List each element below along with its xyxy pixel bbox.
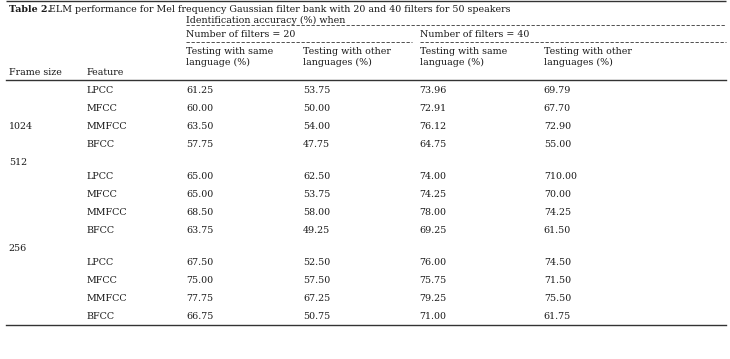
Text: 61.25: 61.25 (186, 86, 213, 95)
Text: 50.75: 50.75 (303, 312, 330, 321)
Text: Testing with other
languages (%): Testing with other languages (%) (544, 47, 631, 67)
Text: Testing with same
language (%): Testing with same language (%) (420, 47, 507, 67)
Text: 57.50: 57.50 (303, 276, 330, 285)
Text: 65.00: 65.00 (186, 172, 213, 181)
Text: 74.00: 74.00 (420, 172, 447, 181)
Text: 64.75: 64.75 (420, 140, 447, 149)
Text: 75.00: 75.00 (186, 276, 213, 285)
Text: 74.25: 74.25 (544, 208, 571, 217)
Text: BFCC: BFCC (86, 140, 115, 149)
Text: 58.00: 58.00 (303, 208, 330, 217)
Text: 57.75: 57.75 (186, 140, 213, 149)
Text: 65.00: 65.00 (186, 190, 213, 199)
Text: 50.00: 50.00 (303, 104, 330, 113)
Text: 66.75: 66.75 (186, 312, 214, 321)
Text: Frame size: Frame size (9, 68, 61, 77)
Text: 61.50: 61.50 (544, 226, 571, 235)
Text: 76.00: 76.00 (420, 258, 447, 267)
Text: 75.50: 75.50 (544, 294, 571, 303)
Text: 70.00: 70.00 (544, 190, 571, 199)
Text: 79.25: 79.25 (420, 294, 447, 303)
Text: 53.75: 53.75 (303, 86, 330, 95)
Text: Number of filters = 40: Number of filters = 40 (420, 30, 529, 39)
Text: Testing with other
languages (%): Testing with other languages (%) (303, 47, 391, 67)
Text: Table 2.: Table 2. (9, 5, 50, 14)
Text: MFCC: MFCC (86, 190, 117, 199)
Text: 74.50: 74.50 (544, 258, 571, 267)
Text: 49.25: 49.25 (303, 226, 330, 235)
Text: 63.50: 63.50 (186, 122, 214, 131)
Text: 73.96: 73.96 (420, 86, 447, 95)
Text: 69.25: 69.25 (420, 226, 447, 235)
Text: 72.91: 72.91 (420, 104, 447, 113)
Text: 77.75: 77.75 (186, 294, 213, 303)
Text: 52.50: 52.50 (303, 258, 330, 267)
Text: 69.79: 69.79 (544, 86, 572, 95)
Text: 47.75: 47.75 (303, 140, 330, 149)
Text: 256: 256 (9, 244, 27, 253)
Text: 63.75: 63.75 (186, 226, 214, 235)
Text: 68.50: 68.50 (186, 208, 213, 217)
Text: Feature: Feature (86, 68, 123, 77)
Text: 55.00: 55.00 (544, 140, 571, 149)
Text: LPCC: LPCC (86, 172, 113, 181)
Text: MMFCC: MMFCC (86, 294, 127, 303)
Text: 62.50: 62.50 (303, 172, 330, 181)
Text: 74.25: 74.25 (420, 190, 447, 199)
Text: MMFCC: MMFCC (86, 208, 127, 217)
Text: MFCC: MFCC (86, 276, 117, 285)
Text: BFCC: BFCC (86, 312, 115, 321)
Text: 67.50: 67.50 (186, 258, 213, 267)
Text: Identification accuracy (%) when: Identification accuracy (%) when (186, 16, 345, 25)
Text: 54.00: 54.00 (303, 122, 330, 131)
Text: LPCC: LPCC (86, 258, 113, 267)
Text: 1024: 1024 (9, 122, 33, 131)
Text: MMFCC: MMFCC (86, 122, 127, 131)
Text: 78.00: 78.00 (420, 208, 447, 217)
Text: 71.00: 71.00 (420, 312, 447, 321)
Text: ELM performance for Mel frequency Gaussian filter bank with 20 and 40 filters fo: ELM performance for Mel frequency Gaussi… (46, 5, 510, 14)
Text: 67.25: 67.25 (303, 294, 330, 303)
Text: 75.75: 75.75 (420, 276, 447, 285)
Text: 53.75: 53.75 (303, 190, 330, 199)
Text: 61.75: 61.75 (544, 312, 571, 321)
Text: 710.00: 710.00 (544, 172, 577, 181)
Text: 72.90: 72.90 (544, 122, 571, 131)
Text: 512: 512 (9, 158, 27, 167)
Text: LPCC: LPCC (86, 86, 113, 95)
Text: 71.50: 71.50 (544, 276, 571, 285)
Text: MFCC: MFCC (86, 104, 117, 113)
Text: Testing with same
language (%): Testing with same language (%) (186, 47, 274, 67)
Text: 67.70: 67.70 (544, 104, 571, 113)
Text: BFCC: BFCC (86, 226, 115, 235)
Text: 76.12: 76.12 (420, 122, 447, 131)
Text: Number of filters = 20: Number of filters = 20 (186, 30, 296, 39)
Text: 60.00: 60.00 (186, 104, 213, 113)
